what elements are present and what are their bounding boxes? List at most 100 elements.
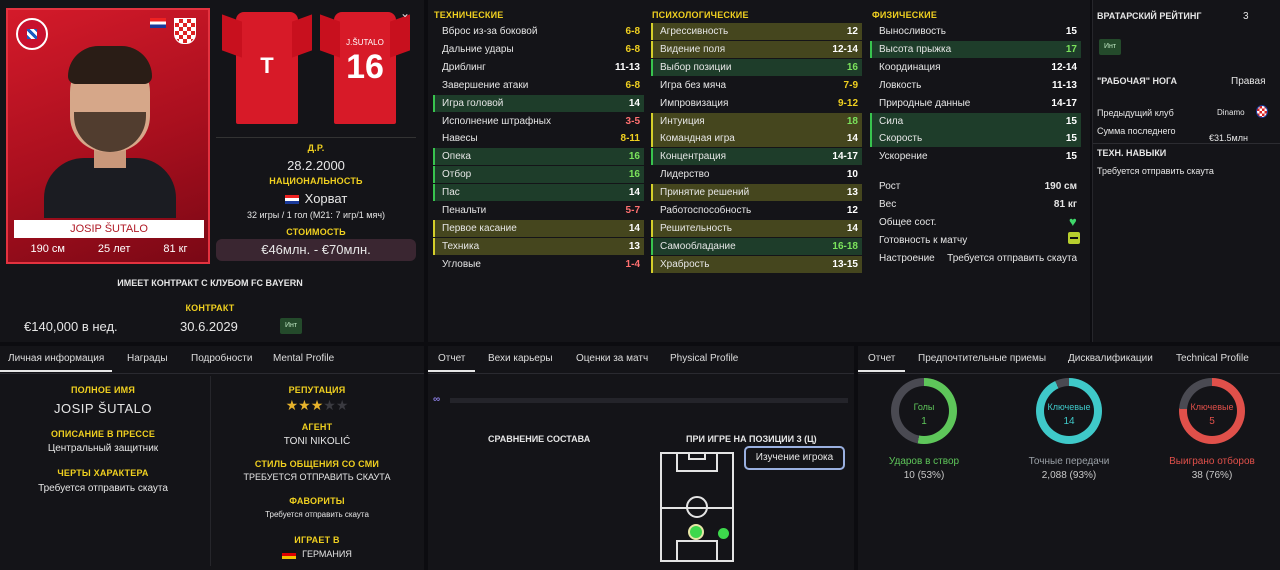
card-weight: 81 кг xyxy=(163,243,188,255)
attribute-row[interactable]: Командная игра 14 xyxy=(651,130,862,148)
tab-0[interactable]: Отчет xyxy=(428,346,476,372)
last-fee-label: Сумма последнего xyxy=(1097,126,1176,136)
binoculars-icon[interactable]: ∞ xyxy=(433,394,441,405)
attribute-row[interactable]: Вброс из-за боковой 6-8 xyxy=(433,23,644,40)
attribute-name: Высота прыжка xyxy=(879,43,952,55)
attribute-row[interactable]: Исполнение штрафных 3-5 xyxy=(433,113,644,130)
attribute-row[interactable]: Решительность 14 xyxy=(651,219,862,237)
attribute-row[interactable]: Пас 14 xyxy=(433,184,644,202)
study-player-button[interactable]: Изучение игрока xyxy=(744,446,845,470)
dob-value: 28.2.2000 xyxy=(287,158,345,173)
attribute-value: 13 xyxy=(846,187,858,199)
attribute-name: Пенальти xyxy=(442,205,487,216)
plays-in-value: ГЕРМАНИЯ xyxy=(302,549,352,559)
attribute-name: Принятие решений xyxy=(660,187,750,199)
attribute-value: 16-18 xyxy=(832,240,858,252)
skills-value: Требуется отправить скаута xyxy=(1097,166,1214,176)
dinamo-logo-icon xyxy=(1256,105,1268,118)
media-label: СТИЛЬ ОБЩЕНИЯ СО СМИ xyxy=(254,459,380,469)
attribute-value: 10 xyxy=(846,169,858,181)
attribute-value: 15 xyxy=(1065,115,1077,127)
reputation-stars: ★★★★★ xyxy=(214,397,420,414)
attribute-row[interactable]: Самообладание 16-18 xyxy=(651,237,862,255)
tab-1[interactable]: Предпочтительные приемы xyxy=(918,353,1047,364)
info-name: Рост xyxy=(879,181,901,192)
tab-1[interactable]: Награды xyxy=(127,353,168,364)
attribute-name: Первое касание xyxy=(442,222,517,234)
attribute-row[interactable]: Координация 12-14 xyxy=(870,59,1081,76)
attribute-value: 11-13 xyxy=(1051,79,1077,91)
player-name-plate: JOSIP ŠUTALO xyxy=(14,220,204,238)
attribute-row[interactable]: Природные данные 14-17 xyxy=(870,95,1081,112)
attribute-row[interactable]: Отбор 16 xyxy=(433,166,644,184)
report-panel: Отчет Вехи карьеры Оценки за матч Physical … xyxy=(428,346,854,570)
attribute-row[interactable]: Пенальти 5-7 xyxy=(433,202,644,219)
attribute-value: 15 xyxy=(1065,133,1077,145)
stats-tabs: Отчет Предпочтительные приемы Дисквалифика… xyxy=(858,346,1280,374)
stat-ring: Голы 1 Ударов в створ 10 (53%) xyxy=(854,376,994,486)
attribute-row[interactable]: Принятие решений 13 xyxy=(651,184,862,202)
attribute-row[interactable]: Лидерство 10 xyxy=(651,166,862,183)
attribute-row[interactable]: Интуиция 18 xyxy=(651,112,862,130)
attribute-row[interactable]: Дриблинг 11-13 xyxy=(433,59,644,76)
info-value: 190 см xyxy=(1044,181,1077,192)
germany-flag-icon xyxy=(282,550,297,560)
info-name: Готовность к матчу xyxy=(879,235,968,246)
attribute-row[interactable]: Угловые 1-4 xyxy=(433,256,644,273)
attribute-value: 14 xyxy=(846,222,858,234)
traits-value: Требуется отправить скаута xyxy=(38,483,168,494)
attribute-row[interactable]: Импровизация 9-12 xyxy=(651,95,862,112)
attribute-row[interactable]: Скорость 15 xyxy=(870,130,1081,148)
tab-2[interactable]: Дисквалификации xyxy=(1068,353,1153,364)
favourites-value: Требуется отправить скаута xyxy=(265,510,369,519)
attribute-name: Агрессивность xyxy=(660,26,729,37)
attribute-row[interactable]: Ускорение 15 xyxy=(870,148,1081,165)
attribute-row[interactable]: Агрессивность 12 xyxy=(651,23,862,40)
fc-bayern-logo-icon xyxy=(16,18,48,50)
ring-gauge xyxy=(891,378,957,444)
attribute-row[interactable]: Опека 16 xyxy=(433,148,644,166)
star-icon: ★ xyxy=(310,397,324,413)
croatia-flag-icon xyxy=(284,195,299,205)
physical-info-row: Готовность к матчу xyxy=(870,232,1081,249)
attribute-row[interactable]: Первое касание 14 xyxy=(433,219,644,237)
tab-3[interactable]: Mental Profile xyxy=(273,353,335,364)
attribute-row[interactable]: Видение поля 12-14 xyxy=(651,40,862,58)
tab-2[interactable]: Оценки за матч xyxy=(576,353,649,364)
attribute-row[interactable]: Сила 15 xyxy=(870,112,1081,130)
attribute-row[interactable]: Навесы 8-11 xyxy=(433,130,644,147)
chevron-down-icon[interactable]: ⌄ xyxy=(400,6,411,20)
attribute-name: Концентрация xyxy=(660,151,727,163)
attribute-row[interactable]: Игра головой 14 xyxy=(433,94,644,112)
attribute-value: 12-14 xyxy=(1051,61,1077,73)
tab-2[interactable]: Подробности xyxy=(191,353,253,364)
attribute-row[interactable]: Завершение атаки 6-8 xyxy=(433,77,644,94)
attribute-value: 12 xyxy=(846,26,858,37)
tab-1[interactable]: Вехи карьеры xyxy=(488,353,553,364)
attribute-value: 12-14 xyxy=(832,43,858,55)
kit-name: J.ŠUTALO xyxy=(346,38,384,47)
attribute-value: 17 xyxy=(1065,43,1077,55)
attribute-row[interactable]: Ловкость 11-13 xyxy=(870,77,1081,94)
attribute-name: Импровизация xyxy=(660,97,729,109)
attribute-row[interactable]: Выносливость 15 xyxy=(870,23,1081,40)
contract-header: ИМЕЕТ КОНТРАКТ С КЛУБОМ FC BAYERN xyxy=(117,278,303,288)
attribute-name: Ускорение xyxy=(879,151,928,163)
attribute-row[interactable]: Работоспособность 12 xyxy=(651,202,862,219)
attribute-row[interactable]: Выбор позиции 16 xyxy=(651,58,862,76)
heart-icon: ♥ xyxy=(1069,214,1077,229)
tab-0[interactable]: Личная информация xyxy=(0,346,113,372)
position-marker-secondary xyxy=(718,528,729,539)
attribute-value: 8-11 xyxy=(620,133,640,145)
attribute-row[interactable]: Дальние удары 6-8 xyxy=(433,41,644,58)
attribute-row[interactable]: Храбрость 13-15 xyxy=(651,255,862,273)
scout-progress-bar xyxy=(450,398,848,403)
tab-3[interactable]: Physical Profile xyxy=(670,353,739,364)
attribute-row[interactable]: Игра без мяча 7-9 xyxy=(651,77,862,94)
attribute-row[interactable]: Концентрация 14-17 xyxy=(651,148,862,166)
tab-3[interactable]: Technical Profile xyxy=(1176,353,1249,364)
attribute-value: 3-5 xyxy=(625,115,640,127)
tab-0[interactable]: Отчет xyxy=(858,346,906,372)
attribute-row[interactable]: Высота прыжка 17 xyxy=(870,40,1081,58)
attribute-row[interactable]: Техника 13 xyxy=(433,237,644,255)
